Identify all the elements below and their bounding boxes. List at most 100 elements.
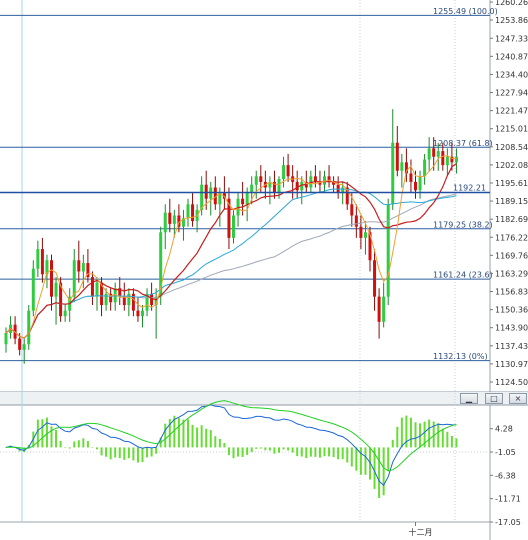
macd-histogram-bar <box>405 415 408 448</box>
candle-body <box>400 162 404 171</box>
candle-body <box>50 260 53 297</box>
macd-histogram-bar <box>369 447 371 480</box>
candle-body <box>227 198 231 238</box>
minimize-icon: ▁ <box>465 394 473 403</box>
candle-body <box>272 181 276 194</box>
macd-line <box>5 404 457 487</box>
macd-histogram-bar <box>68 447 71 449</box>
macd-histogram-bar <box>146 447 149 458</box>
candle-body <box>113 288 117 303</box>
macd-histogram-bar <box>223 442 226 448</box>
macd-histogram-bar <box>187 419 189 448</box>
price-tick-label: 1234.40 <box>495 70 528 79</box>
macd-histogram-bar <box>332 447 335 458</box>
macd-histogram-bar <box>314 447 317 457</box>
macd-histogram-bar <box>259 447 262 449</box>
candle-body <box>382 296 386 322</box>
macd-histogram-bar <box>227 447 230 456</box>
macd-histogram-bar <box>150 447 153 457</box>
candle-body <box>200 184 204 210</box>
candle-body <box>218 193 222 205</box>
macd-histogram-bar <box>396 426 399 448</box>
macd-histogram-bar <box>450 435 453 448</box>
macd-histogram-bar <box>264 447 267 451</box>
subwindow-maximize-button[interactable]: □ <box>485 393 503 404</box>
candle-body <box>436 151 440 157</box>
macd-histogram-bar <box>200 425 203 448</box>
macd-panel <box>0 400 490 498</box>
price-tick-label: 1260.26 <box>495 0 528 7</box>
candle-body <box>414 181 417 191</box>
price-tick-label: 1182.69 <box>495 215 528 224</box>
candle-body <box>18 338 22 350</box>
macd-histogram-bar <box>350 447 353 467</box>
macd-histogram-bar <box>282 447 285 450</box>
macd-histogram-bar <box>73 441 76 448</box>
price-level-label: 1192.21 <box>453 184 486 193</box>
macd-histogram-bar <box>287 447 290 451</box>
candle-body <box>186 204 190 219</box>
macd-histogram-bar <box>41 419 44 448</box>
candle-body <box>386 204 390 297</box>
candle-body <box>86 263 90 278</box>
candle-body <box>254 176 258 185</box>
macd-histogram-bar <box>241 447 244 457</box>
candle-body <box>318 181 322 185</box>
price-tick-label: 1221.47 <box>495 107 528 116</box>
candle-body <box>277 179 281 194</box>
candlestick-series <box>4 109 458 364</box>
candle-body <box>181 218 185 227</box>
macd-histogram-bar <box>409 417 412 448</box>
fib-level-label: 1179.25 (38.2) <box>433 220 493 229</box>
macd-histogram-bar <box>64 447 67 448</box>
candle-body <box>345 187 349 205</box>
macd-histogram-bar <box>191 424 194 448</box>
macd-signal-line <box>5 400 457 472</box>
candle-body <box>445 156 449 166</box>
macd-histogram-bar <box>441 428 444 448</box>
price-tick-label: 1195.61 <box>495 179 528 188</box>
macd-histogram-bar <box>155 447 158 454</box>
candle-body <box>36 249 40 269</box>
macd-histogram-bar <box>428 419 431 448</box>
candle-body <box>332 181 336 185</box>
macd-histogram-bar <box>109 447 112 460</box>
candle-body <box>63 310 67 317</box>
subwindow-minimize-button[interactable]: ▁ <box>460 393 478 404</box>
price-tick-label: 1150.36 <box>495 306 528 315</box>
moving-average-ma-mid <box>5 163 457 339</box>
price-level-line: 1192.21 <box>0 184 490 194</box>
macd-histogram-bar <box>318 447 321 458</box>
candle-body <box>154 296 158 306</box>
price-tick-label: 1240.87 <box>495 52 528 61</box>
price-tick-label: 1189.15 <box>495 197 528 206</box>
macd-histogram-bar <box>437 423 440 448</box>
macd-histogram-bar <box>355 447 358 471</box>
candle-body <box>127 293 131 306</box>
macd-histogram-bar <box>364 447 367 475</box>
price-tick-label: 1202.08 <box>495 161 528 170</box>
subwindow-titlebar <box>0 392 528 405</box>
candle-body <box>27 310 31 345</box>
macd-histogram-bar <box>305 447 308 459</box>
candle-body <box>31 268 35 311</box>
price-tick-label: 1137.43 <box>495 342 528 351</box>
macd-histogram-bar <box>114 447 117 458</box>
candle-body <box>168 212 172 224</box>
candle-body <box>450 156 454 163</box>
fib-level-label: 1161.24 (23.6) <box>433 271 493 280</box>
candle-body <box>409 173 413 182</box>
price-tick-label: 1130.97 <box>495 360 528 369</box>
macd-histogram-bar <box>177 418 180 448</box>
moving-average-ma-slow <box>5 188 457 339</box>
subwindow-close-button[interactable]: × <box>509 393 527 404</box>
candle-body <box>368 232 372 261</box>
candle-body <box>286 165 290 177</box>
macd-histogram-bar <box>296 447 299 457</box>
price-tick-label: 1176.22 <box>495 233 528 242</box>
macd-histogram-bar <box>309 447 312 457</box>
candle-body <box>104 293 108 306</box>
macd-histogram-bar <box>250 447 253 453</box>
candle-body <box>454 156 458 163</box>
